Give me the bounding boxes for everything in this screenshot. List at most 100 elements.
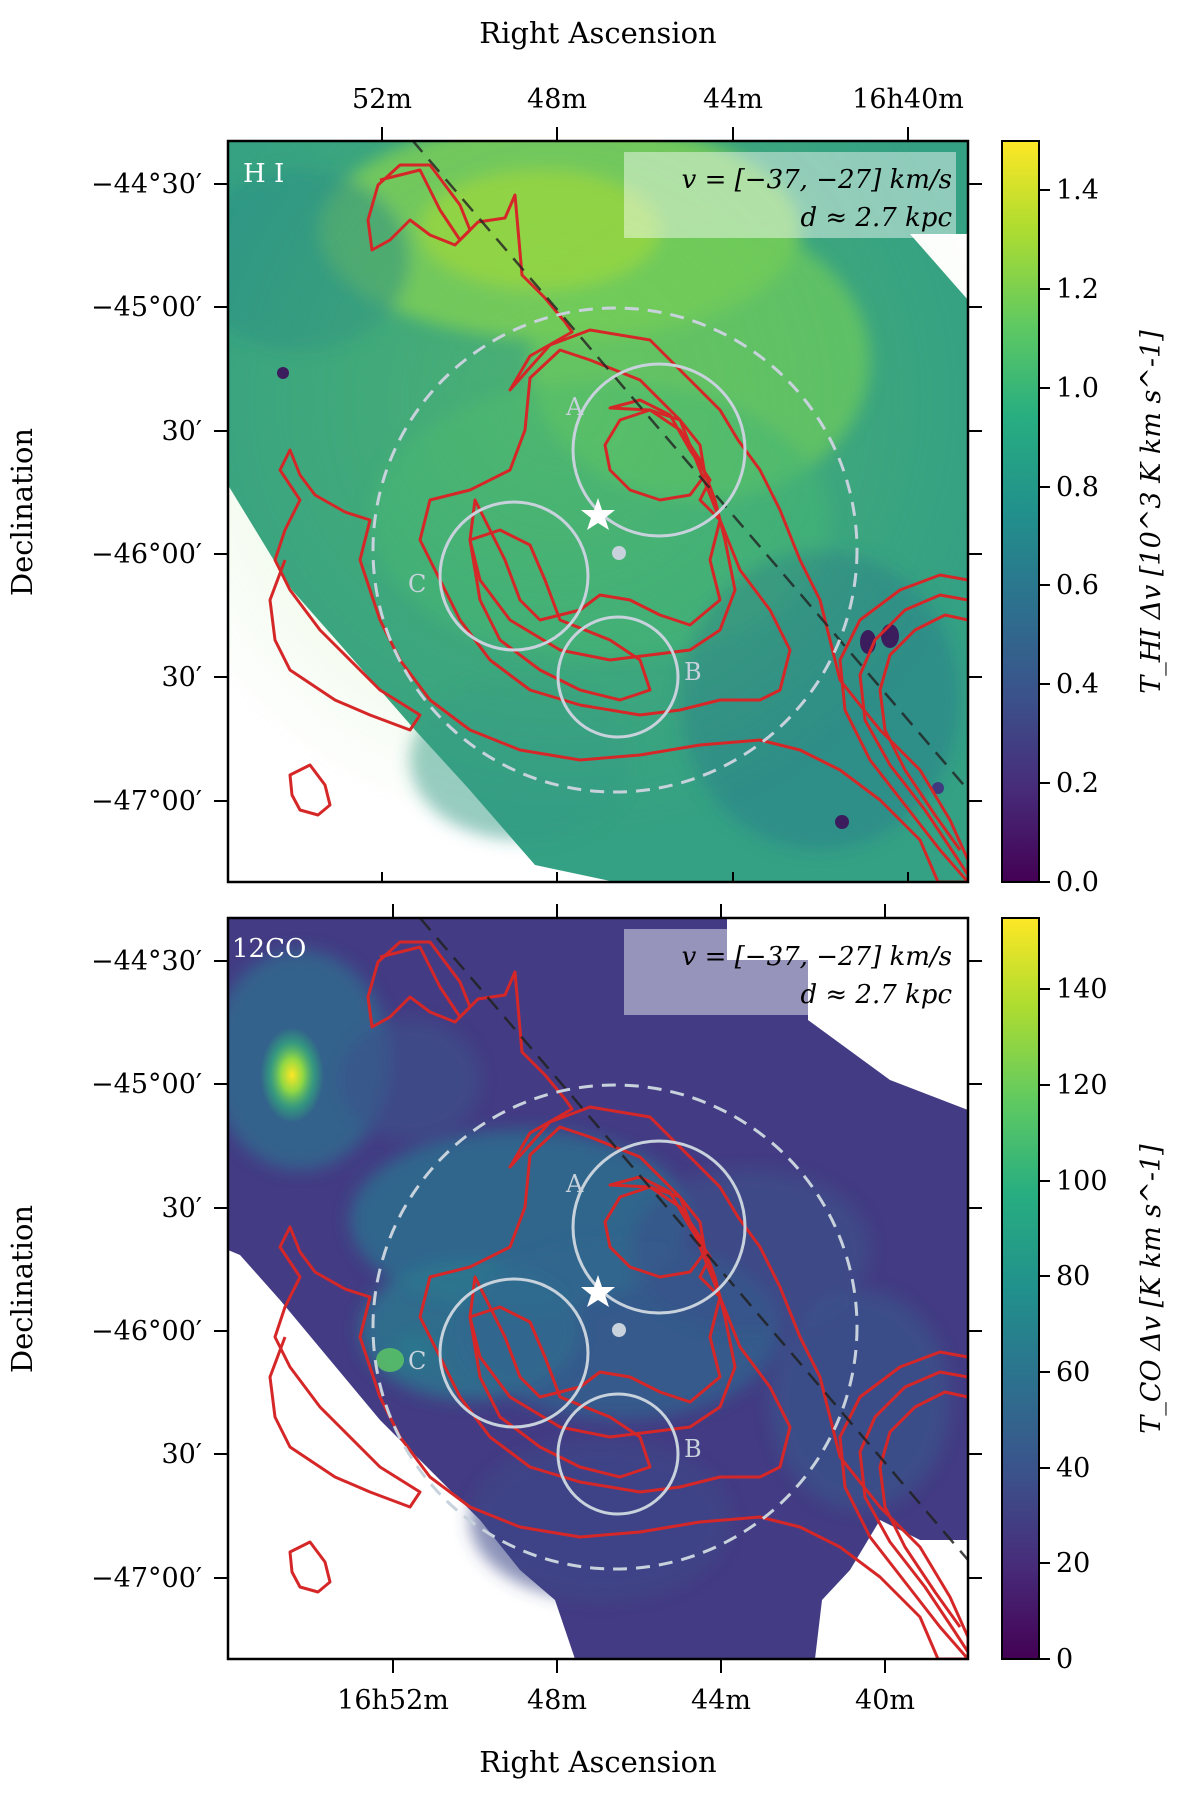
y-tick-label: −46°00′ [91,539,202,570]
y-ticks-bottom [214,960,982,1579]
velocity-label: v = [−37, −27] km/s [682,942,952,972]
distance-label: d ≈ 2.7 kpc [800,203,952,233]
colorbar-ticks [1039,189,1050,883]
region-a-circle [571,362,747,538]
contours [268,163,968,882]
colorbar-tick-label: 60 [1056,1357,1090,1388]
contour-mid [418,348,792,717]
region-b-circle [556,615,680,739]
contour-outer [268,168,968,882]
y-axis-title: Declination [5,428,39,596]
region-a-label: A [565,1170,584,1198]
center-dot [612,1323,626,1337]
x-tick-label: 48m [527,84,587,115]
colorbar-title: T_CO Δv [K km s^-1] [1136,1144,1167,1434]
y-tick-label: −45°00′ [91,292,202,323]
contour-mid [418,1125,792,1494]
region-c-circle [438,1277,590,1429]
co-blob [376,1348,404,1372]
colorbar-tick-label: 0.0 [1056,867,1099,898]
contour-sw-cloud [288,1540,332,1594]
colorbar-tick-label: 140 [1056,974,1108,1005]
contour-inner [468,398,737,662]
y-tick-label: −44°30′ [91,946,202,977]
velocity-label: v = [−37, −27] km/s [682,165,952,195]
contour-core-a [603,408,707,502]
contour-outer [268,945,968,1659]
dashed-line [419,918,968,1561]
region-a-circle [571,1139,747,1315]
contour-east-2 [858,593,968,876]
region-c-label: C [408,570,426,598]
x-tick-label: 44m [691,1685,751,1716]
colorbar-tick-label: 20 [1056,1548,1090,1579]
x-tick-label: 16h52m [337,1685,449,1716]
x-tick-label: 40m [855,1685,915,1716]
co-hotspot [260,1027,324,1123]
y-tick-label: 30′ [162,1439,203,1470]
colorbar-ticks [1039,988,1050,1660]
contour-inner [468,1175,737,1439]
center-dot [612,546,626,560]
x-ticks-top [381,127,909,882]
panel-co: A B C v = [−37, −27] km/s d ≈ 2.7 kpc 12… [5,904,1167,1779]
contour-east-2 [858,1370,968,1653]
dashed-circle [371,306,859,794]
contour-nw-cloud [366,163,472,252]
panel-label: H I [243,159,284,189]
colorbar [1001,140,1040,883]
contour-sw-cloud [288,763,332,817]
region-b-circle [556,1392,680,1516]
x-ticks-bottom [392,904,886,1673]
star-marker [581,1275,615,1307]
dashed-circle [371,1083,859,1571]
contours [268,940,968,1659]
region-c-label: C [408,1347,426,1375]
contour-east-3 [878,1390,968,1628]
contour-core-bc [468,1305,652,1479]
colorbar [1001,917,1040,1660]
x-axis-title-bottom: Right Ascension [479,1745,716,1779]
colorbar-tick-label: 120 [1056,1070,1108,1101]
y-tick-label: −47°00′ [91,1563,202,1594]
colorbar-tick-label: 0.2 [1056,768,1099,799]
y-axis-title: Declination [5,1205,39,1373]
plot-frame [226,139,970,884]
distance-label: d ≈ 2.7 kpc [800,980,952,1010]
colorbar-tick-label: 1.4 [1056,175,1099,206]
x-tick-label: 16h40m [852,84,964,115]
region-a-label: A [565,393,584,421]
x-axis-title-top: Right Ascension [479,16,716,50]
plot-frame [226,916,970,1661]
region-b-label: B [684,1435,702,1463]
panel-hi: A B C v = [−37, −27] km/s d ≈ 2.7 kpc H … [5,16,1167,898]
velocity-info-box [624,152,956,238]
region-c-circle [438,500,590,652]
contour-east-1 [838,573,968,882]
contour-nw-cloud [366,940,472,1029]
y-tick-label: 30′ [162,416,203,447]
contour-core-bc [468,528,652,702]
y-ticks-top [214,183,982,802]
y-tick-label: −47°00′ [91,786,202,817]
colorbar-tick-label: 80 [1056,1261,1090,1292]
x-tick-label: 48m [527,1685,587,1716]
absorption-spot [881,624,899,648]
y-tick-label: −45°00′ [91,1069,202,1100]
absorption-spot [835,815,849,829]
colorbar-tick-label: 40 [1056,1453,1090,1484]
x-tick-label: 44m [703,84,763,115]
colorbar-tick-label: 100 [1056,1166,1108,1197]
absorption-spot [277,367,289,379]
absorption-spot [932,782,944,794]
velocity-info-box [624,929,956,1015]
star-marker [581,498,615,530]
y-tick-label: 30′ [162,1193,203,1224]
contour-east-1 [838,1350,968,1659]
colorbar-tick-label: 0 [1056,1644,1073,1675]
contour-core-a [603,1185,707,1279]
colorbar-tick-label: 0.8 [1056,472,1099,503]
colorbar-title: T_HI Δv [10^3 K km s^-1] [1136,330,1167,694]
x-tick-label: 52m [352,84,412,115]
